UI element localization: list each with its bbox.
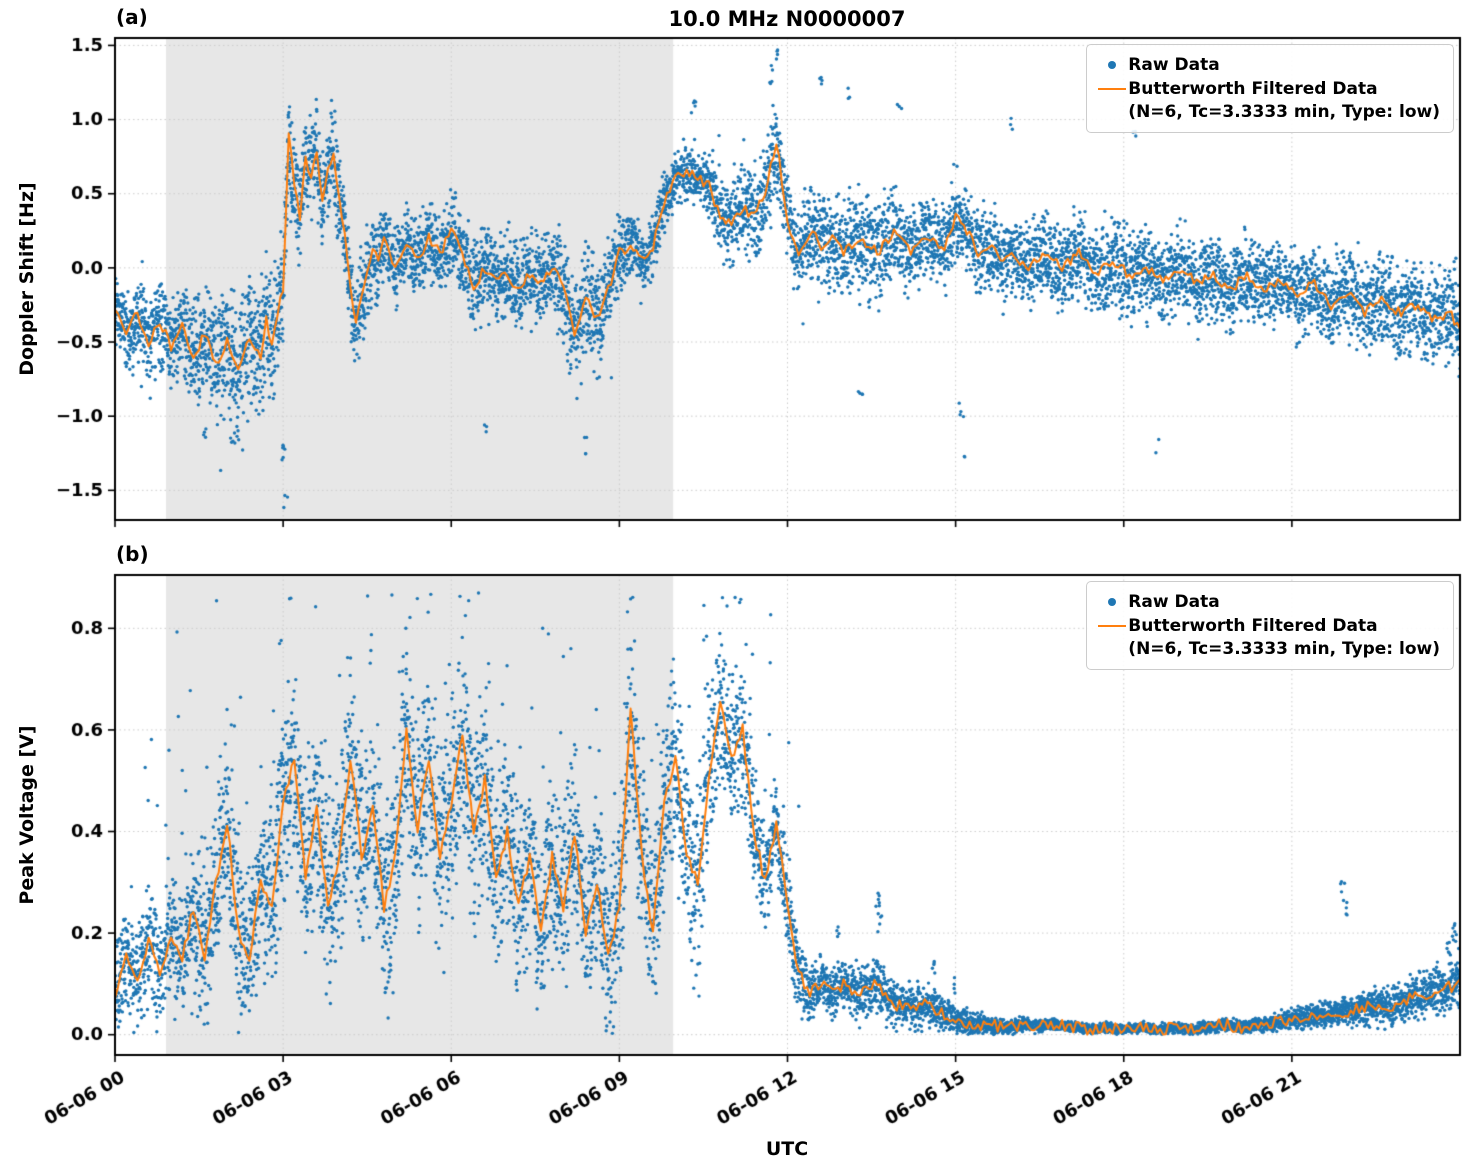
legend-entry-raw: Raw Data (1096, 591, 1440, 613)
legend-filtered-label: Butterworth Filtered Data (N=6, Tc=3.333… (1128, 79, 1440, 122)
panel-label-a: (a) (116, 5, 148, 29)
ylabel-doppler-shift: Doppler Shift [Hz] (16, 182, 38, 376)
legend-a: Raw Data Butterworth Filtered Data (N=6,… (1086, 44, 1454, 134)
legend-raw-label: Raw Data (1128, 592, 1220, 612)
legend-entry-filtered: Butterworth Filtered Data (N=6, Tc=3.333… (1096, 615, 1440, 660)
chart-title: 10.0 MHz N0000007 (668, 7, 906, 31)
panel-label-b: (b) (116, 542, 149, 566)
raw-data-marker-icon (1096, 591, 1128, 613)
filtered-line-marker-icon (1096, 615, 1128, 637)
legend-b: Raw Data Butterworth Filtered Data (N=6,… (1086, 581, 1454, 671)
xlabel-utc: UTC (765, 1138, 809, 1160)
legend-entry-raw: Raw Data (1096, 54, 1440, 76)
legend-entry-filtered: Butterworth Filtered Data (N=6, Tc=3.333… (1096, 78, 1440, 123)
ylabel-peak-voltage: Peak Voltage [V] (16, 725, 38, 905)
raw-data-marker-icon (1096, 54, 1128, 76)
legend-filtered-label: Butterworth Filtered Data (N=6, Tc=3.333… (1128, 616, 1440, 659)
filtered-line-marker-icon (1096, 78, 1128, 100)
legend-raw-label: Raw Data (1128, 55, 1220, 75)
